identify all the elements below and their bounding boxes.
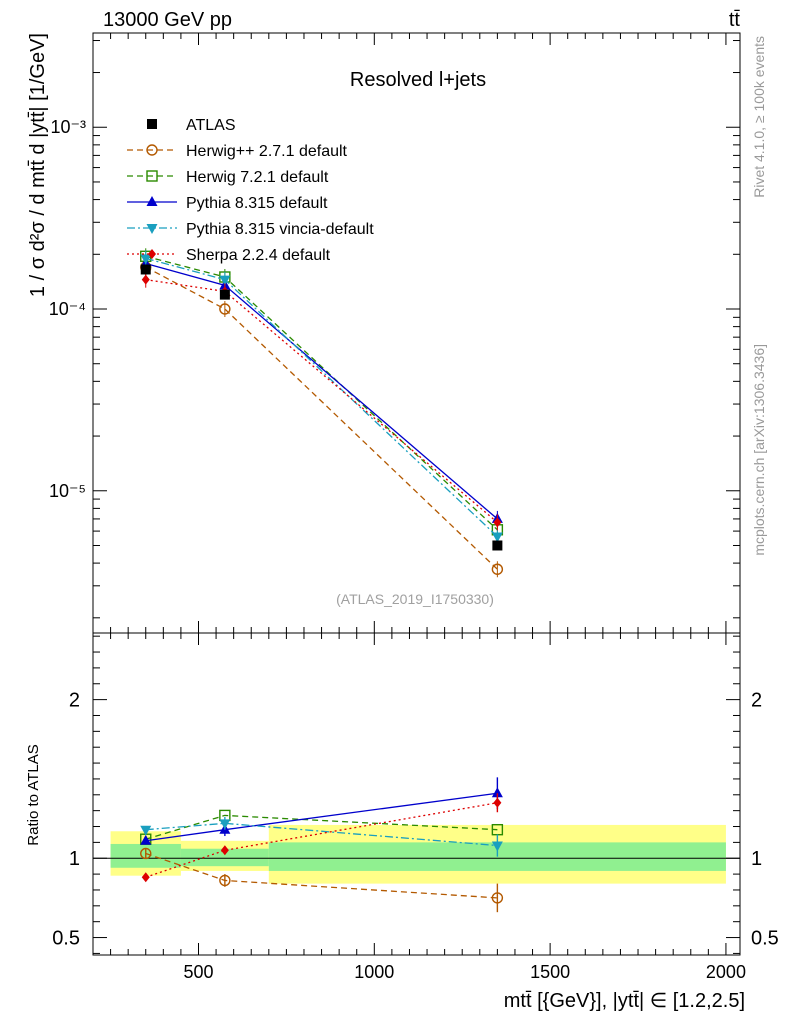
series-line bbox=[145, 279, 498, 523]
series-line bbox=[145, 255, 498, 531]
plot-frames bbox=[92, 32, 741, 956]
legend-marker bbox=[146, 144, 158, 156]
ratio-plot-frame bbox=[92, 632, 741, 956]
ratio-marker bbox=[141, 872, 150, 883]
legend-marker bbox=[146, 196, 158, 206]
series-line bbox=[145, 266, 498, 570]
x-tick-label: 2000 bbox=[706, 962, 746, 982]
ratio-y-tick-label-right: 2 bbox=[751, 690, 762, 712]
x-axis-label: mtt̄ [{GeV}], |ytt̄| ∈ [1.2,2.5] bbox=[504, 990, 745, 1012]
series-marker bbox=[141, 274, 150, 285]
legend-label: Herwig 7.2.1 default bbox=[186, 169, 329, 186]
legend-marker bbox=[148, 249, 156, 259]
ratio-y-tick-label: 2 bbox=[69, 690, 80, 712]
y-tick-label: 10⁻³ bbox=[50, 117, 86, 137]
series-marker bbox=[219, 303, 231, 315]
atlas-data-point bbox=[219, 289, 230, 300]
series-marker bbox=[491, 563, 504, 575]
ratio-marker bbox=[219, 874, 231, 887]
legend-label: Pythia 8.315 vincia-default bbox=[186, 221, 374, 238]
series-marker bbox=[493, 517, 502, 528]
ratio-uncertainty-bands bbox=[93, 824, 740, 884]
x-tick-label: 500 bbox=[183, 962, 213, 982]
ratio-marker bbox=[491, 892, 504, 904]
series-marker bbox=[219, 275, 231, 286]
legend-marker bbox=[146, 170, 158, 182]
legend-label: Sherpa 2.2.4 default bbox=[186, 247, 331, 264]
ratio-band-green bbox=[180, 848, 269, 867]
x-tick-label: 1500 bbox=[530, 962, 570, 982]
atlas-data-group bbox=[140, 264, 503, 551]
ratio-y-tick-label: 0.5 bbox=[52, 928, 80, 950]
legend-label: ATLAS bbox=[186, 117, 236, 134]
legend-label: Pythia 8.315 default bbox=[186, 195, 328, 212]
legend-label: Herwig++ 2.7.1 default bbox=[186, 143, 348, 160]
ratio-marker bbox=[220, 845, 229, 856]
legend-marker bbox=[147, 119, 157, 129]
y-tick-label: 10⁻⁵ bbox=[49, 481, 86, 501]
ratio-marker bbox=[491, 841, 503, 852]
ratio-marker bbox=[140, 825, 152, 836]
header-left: 13000 GeV pp bbox=[103, 9, 232, 31]
axis-ticks bbox=[93, 33, 740, 955]
y-tick-label: 10⁻⁴ bbox=[49, 299, 86, 319]
ratio-marker bbox=[491, 787, 503, 798]
y-axis-label: 1 / σ d²σ / d mtt̄ d |ytt̄| [1/GeV] bbox=[27, 33, 49, 297]
atlas-data-point bbox=[140, 264, 151, 275]
ratio-marker bbox=[493, 797, 502, 808]
ratio-series-line bbox=[145, 822, 498, 847]
series-marker bbox=[491, 532, 503, 543]
ratio-marker bbox=[140, 834, 152, 845]
plot-title: Resolved l+jets bbox=[350, 69, 486, 91]
header-right: tt̄ bbox=[729, 9, 741, 31]
main-series-group bbox=[140, 248, 504, 578]
ratio-y-axis-label: Ratio to ATLAS bbox=[25, 744, 42, 845]
x-tick-label: 1000 bbox=[354, 962, 394, 982]
legend-marker bbox=[146, 224, 158, 234]
legend: ATLAS Herwig++ 2.7.1 default Herwig 7.2.1 … bbox=[127, 117, 374, 264]
series-marker bbox=[140, 254, 152, 265]
ratio-series-group bbox=[140, 777, 504, 913]
watermark: (ATLAS_2019_I1750330) bbox=[336, 591, 494, 607]
ratio-marker bbox=[219, 819, 231, 830]
mcplots-label: mcplots.cern.ch [arXiv:1306.3436] bbox=[751, 344, 767, 556]
ratio-marker bbox=[140, 847, 152, 860]
axis-tick-labels: 500 1000 1500 2000 10⁻³ 10⁻⁴ 10⁻⁵ 0.5 0.5 1 1 2 2 bbox=[49, 117, 779, 982]
ratio-y-tick-label-right: 0.5 bbox=[751, 928, 779, 950]
ratio-series-line bbox=[145, 814, 498, 840]
ratio-y-tick-label-right: 1 bbox=[751, 848, 762, 870]
atlas-data-point bbox=[492, 540, 503, 551]
series-line bbox=[145, 257, 498, 538]
rivet-label: Rivet 4.1.0, ≥ 100k events bbox=[751, 36, 767, 198]
ratio-y-tick-label: 1 bbox=[69, 848, 80, 870]
